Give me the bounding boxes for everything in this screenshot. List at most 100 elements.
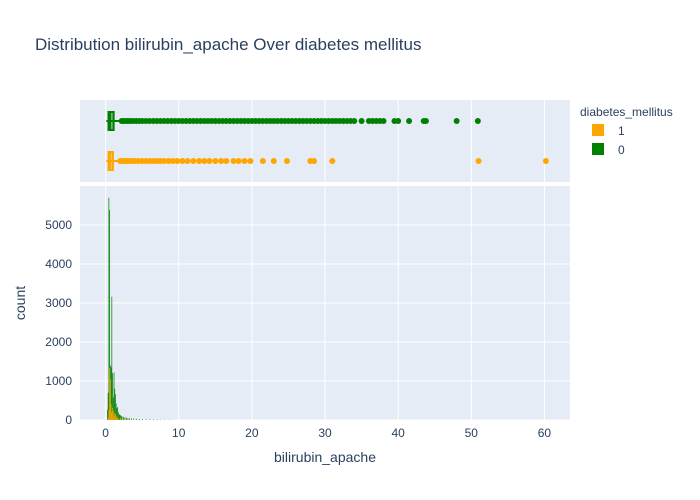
histogram-bar-series-0 bbox=[127, 418, 129, 420]
histogram-bar-series-0 bbox=[110, 367, 112, 420]
outlier-point-series-1 bbox=[212, 158, 219, 164]
outlier-point-series-1 bbox=[235, 158, 242, 164]
outlier-point-series-1 bbox=[241, 158, 248, 164]
outlier-point-series-1 bbox=[247, 158, 254, 164]
histogram-bar-series-1 bbox=[113, 416, 115, 420]
outlier-point-series-0 bbox=[422, 118, 429, 124]
histogram-bar-series-0 bbox=[120, 416, 122, 420]
outlier-point-series-1 bbox=[223, 158, 230, 164]
histogram-bar-series-0 bbox=[109, 210, 111, 420]
histogram-bar-series-1 bbox=[115, 413, 116, 420]
histogram-bar-series-0 bbox=[126, 417, 127, 420]
x-tick-label: 10 bbox=[172, 426, 186, 440]
histogram-bar-series-0 bbox=[119, 414, 121, 420]
outlier-point-series-1 bbox=[475, 158, 482, 164]
y-tick-label: 5000 bbox=[45, 218, 72, 232]
histogram-bar-series-0 bbox=[113, 372, 115, 420]
outlier-point-series-0 bbox=[406, 118, 413, 124]
y-tick-label: 1000 bbox=[45, 374, 72, 388]
chart-title: Distribution bilirubin_apache Over diabe… bbox=[35, 35, 421, 54]
histogram-bar-series-0 bbox=[114, 388, 116, 420]
histogram-bar-series-0 bbox=[123, 416, 124, 420]
outlier-point-series-0 bbox=[351, 118, 358, 124]
outlier-point-series-0 bbox=[380, 118, 387, 124]
outlier-point-series-1 bbox=[311, 158, 318, 164]
histogram-bar-series-0 bbox=[117, 407, 119, 420]
histogram-bar-series-1 bbox=[115, 417, 117, 420]
outlier-point-series-1 bbox=[270, 158, 277, 164]
outlier-point-series-1 bbox=[329, 158, 336, 164]
histogram-bar-series-1 bbox=[127, 419, 129, 420]
histogram-bar-series-0 bbox=[112, 397, 114, 420]
x-tick-label: 30 bbox=[318, 426, 332, 440]
x-tick-label: 40 bbox=[391, 426, 405, 440]
histogram-bar-series-0 bbox=[116, 408, 118, 420]
y-tick-label: 3000 bbox=[45, 296, 72, 310]
histogram-bar-series-1 bbox=[112, 410, 114, 420]
box-iqr-series-0 bbox=[107, 111, 115, 131]
histogram-bar-series-1 bbox=[107, 417, 109, 420]
outlier-point-series-1 bbox=[184, 158, 191, 164]
outlier-point-series-0 bbox=[453, 118, 460, 124]
histogram-bar-series-1 bbox=[109, 379, 111, 420]
histogram-bar-series-0 bbox=[142, 419, 143, 420]
legend-label-0: 0 bbox=[618, 143, 625, 157]
y-tick-label: 2000 bbox=[45, 335, 72, 349]
histogram-bar-series-0 bbox=[118, 414, 120, 420]
outlier-point-series-1 bbox=[165, 158, 172, 164]
histogram-bar-series-1 bbox=[110, 404, 112, 420]
outlier-point-series-1 bbox=[542, 158, 549, 164]
histogram-bar-series-0 bbox=[145, 419, 147, 420]
histogram-bar-series-1 bbox=[111, 412, 113, 420]
outlier-point-series-1 bbox=[169, 158, 176, 164]
histogram-bar-series-0 bbox=[107, 409, 108, 420]
x-tick-label: 0 bbox=[102, 426, 109, 440]
histogram-bar-series-0 bbox=[153, 419, 154, 420]
outlier-point-series-1 bbox=[283, 158, 290, 164]
legend-title: diabetes_mellitus bbox=[580, 105, 673, 119]
histogram-bar-series-1 bbox=[117, 418, 119, 420]
outlier-point-series-1 bbox=[190, 158, 197, 164]
legend-swatch-1 bbox=[592, 124, 604, 136]
histogram-bar-series-0 bbox=[128, 418, 130, 420]
legend-item-1[interactable]: 1 bbox=[592, 124, 625, 138]
histogram-bar-series-1 bbox=[123, 419, 125, 420]
axis-ticks: 0 10 20 30 40 50 60 0 1000 2000 3000 4000 5000 bbox=[45, 218, 551, 440]
histogram-bar-series-1 bbox=[120, 417, 121, 420]
histogram-bar-series-0 bbox=[112, 373, 113, 420]
histogram-bar-series-1 bbox=[118, 418, 120, 420]
x-axis-label: bilirubin_apache bbox=[274, 449, 376, 465]
outlier-point-series-1 bbox=[196, 158, 203, 164]
histogram-bars bbox=[107, 197, 173, 420]
histogram-bar-series-0 bbox=[108, 197, 110, 420]
histogram-bar-series-0 bbox=[149, 419, 151, 420]
histogram-bar-series-1 bbox=[109, 368, 111, 420]
histogram-bar-series-1 bbox=[121, 418, 123, 420]
outlier-point-series-0 bbox=[358, 118, 365, 124]
histogram-bar-series-0 bbox=[121, 416, 123, 420]
histogram-bar-series-0 bbox=[124, 417, 126, 420]
histogram-bar-series-0 bbox=[115, 394, 116, 420]
outlier-point-series-1 bbox=[174, 158, 181, 164]
outlier-point-series-1 bbox=[259, 158, 266, 164]
legend: diabetes_mellitus 1 0 bbox=[580, 105, 673, 157]
y-tick-label: 4000 bbox=[45, 257, 72, 271]
legend-item-0[interactable]: 0 bbox=[592, 143, 625, 157]
histogram-bar-series-0 bbox=[117, 412, 119, 420]
histogram-bar-series-0 bbox=[107, 392, 109, 420]
histogram-bar-series-0 bbox=[111, 296, 113, 420]
histogram-bar-series-1 bbox=[112, 407, 113, 420]
outlier-point-series-1 bbox=[218, 158, 225, 164]
histogram-bar-series-0 bbox=[139, 419, 141, 420]
outlier-point-series-1 bbox=[230, 158, 237, 164]
x-tick-label: 20 bbox=[245, 426, 259, 440]
y-tick-label: 0 bbox=[65, 413, 72, 427]
histogram-bar-series-1 bbox=[114, 413, 116, 420]
outlier-point-series-0 bbox=[474, 118, 481, 124]
histogram-bar-series-0 bbox=[133, 418, 135, 420]
outlier-point-series-0 bbox=[395, 118, 402, 124]
histogram-bar-series-0 bbox=[131, 418, 132, 420]
histogram-bar-series-1 bbox=[116, 415, 118, 420]
outlier-point-series-1 bbox=[161, 158, 168, 164]
